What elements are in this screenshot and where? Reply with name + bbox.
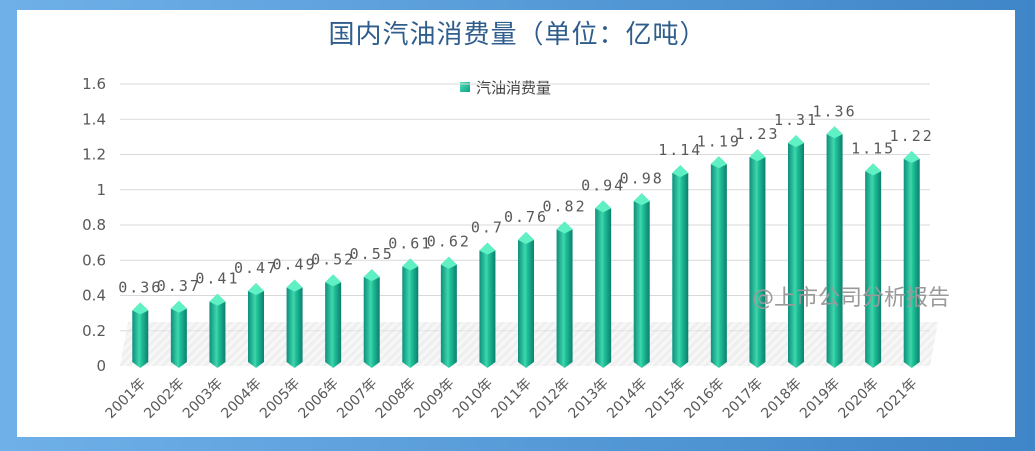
data-label: 0.49 — [273, 256, 317, 274]
bar — [710, 156, 727, 368]
bar — [749, 149, 766, 368]
x-tick-label: 2005年 — [257, 376, 303, 422]
data-label: 0.37 — [157, 277, 201, 295]
x-tick-label: 2015年 — [643, 376, 689, 422]
y-tick-label: 0.8 — [82, 216, 106, 234]
x-tick-label: 2009年 — [411, 376, 457, 422]
legend-label: 汽油消费量 — [476, 78, 552, 97]
bar — [903, 150, 920, 368]
x-tick-label: 2002年 — [141, 376, 187, 422]
data-label: 0.94 — [581, 176, 625, 194]
x-tick-label: 2010年 — [450, 376, 496, 422]
x-tick-label: 2020年 — [836, 376, 882, 422]
y-tick-label: 1 — [96, 181, 106, 199]
bar-top — [363, 269, 380, 282]
x-tick-label: 2018年 — [758, 376, 804, 422]
data-label: 1.36 — [813, 102, 857, 120]
y-tick-label: 1.4 — [82, 110, 106, 128]
data-label: 0.76 — [504, 208, 548, 226]
bar — [479, 242, 496, 368]
data-label: 0.7 — [471, 219, 504, 237]
data-label: 1.23 — [735, 125, 779, 143]
bar-top — [132, 302, 149, 315]
data-label: 0.47 — [234, 259, 278, 277]
x-tick-label: 2014年 — [604, 376, 650, 422]
bar — [209, 293, 226, 368]
data-label: 1.31 — [774, 111, 818, 129]
x-tick-label: 2017年 — [720, 376, 766, 422]
bar-top — [749, 149, 766, 162]
x-tick-label: 2013年 — [566, 376, 612, 422]
bar-top — [710, 156, 727, 169]
bar-top — [209, 293, 226, 306]
bar — [633, 193, 650, 368]
data-label: 1.19 — [697, 132, 741, 150]
data-label: 0.41 — [195, 270, 239, 288]
bar — [286, 279, 303, 368]
bar-top — [440, 256, 457, 269]
bar — [595, 200, 612, 368]
data-label: 0.52 — [311, 250, 355, 268]
x-tick-label: 2016年 — [681, 376, 727, 422]
data-label: 1.22 — [890, 127, 934, 145]
bar-top — [672, 165, 689, 178]
x-tick-label: 2007年 — [334, 376, 380, 422]
bar-top — [788, 135, 804, 148]
bar-top — [325, 274, 342, 287]
y-tick-label: 1.2 — [82, 146, 106, 164]
data-label: 0.82 — [543, 197, 587, 215]
x-tick-label: 2004年 — [218, 376, 264, 422]
bar-top — [248, 283, 264, 296]
x-tick-label: 2019年 — [797, 376, 843, 422]
legend: 汽油消费量 — [460, 77, 551, 97]
legend-swatch — [460, 82, 470, 92]
bar — [248, 283, 264, 368]
data-label: 0.62 — [427, 233, 471, 251]
bar-top — [826, 126, 843, 139]
bar-top — [518, 232, 534, 245]
bar — [672, 165, 689, 368]
bar-top — [865, 163, 882, 176]
x-tick-label: 2012年 — [527, 376, 573, 422]
bar — [826, 126, 843, 368]
x-tick-label: 2011年 — [488, 376, 534, 422]
bar — [518, 232, 534, 368]
x-tick-label: 2001年 — [103, 376, 149, 422]
bar-top — [479, 242, 496, 255]
bar — [325, 274, 342, 368]
watermark: @上市公司分析报告 — [752, 286, 951, 311]
y-tick-label: 0 — [96, 357, 106, 375]
y-tick-label: 0.2 — [82, 322, 106, 340]
bar-top — [402, 258, 419, 271]
data-label: 0.61 — [388, 234, 432, 252]
x-tick-label: 2021年 — [874, 376, 920, 422]
chart-title: 国内汽油消费量（单位：亿吨） — [328, 20, 707, 50]
data-label: 0.98 — [620, 169, 664, 187]
data-label: 1.14 — [658, 141, 702, 159]
bar-top — [903, 150, 920, 163]
x-tick-label: 2003年 — [180, 376, 226, 422]
bar — [788, 135, 804, 368]
bar — [402, 258, 419, 368]
x-tick-label: 2008年 — [373, 376, 419, 422]
bar-top — [595, 200, 612, 213]
bar — [865, 163, 882, 368]
data-label: 0.55 — [350, 245, 394, 263]
y-tick-label: 0.6 — [82, 251, 106, 269]
data-label: 1.15 — [851, 139, 895, 157]
bar — [556, 221, 573, 368]
bar-top — [633, 193, 650, 206]
x-tick-label: 2006年 — [296, 376, 342, 422]
bar — [170, 300, 187, 368]
data-label: 0.36 — [118, 279, 162, 297]
bar-top — [286, 279, 303, 292]
y-tick-label: 1.6 — [82, 75, 106, 93]
bar-top — [170, 300, 187, 313]
bar-top — [556, 221, 573, 234]
bar — [132, 302, 149, 368]
bar — [440, 256, 457, 368]
bar — [363, 269, 380, 368]
y-tick-label: 0.4 — [82, 287, 106, 305]
